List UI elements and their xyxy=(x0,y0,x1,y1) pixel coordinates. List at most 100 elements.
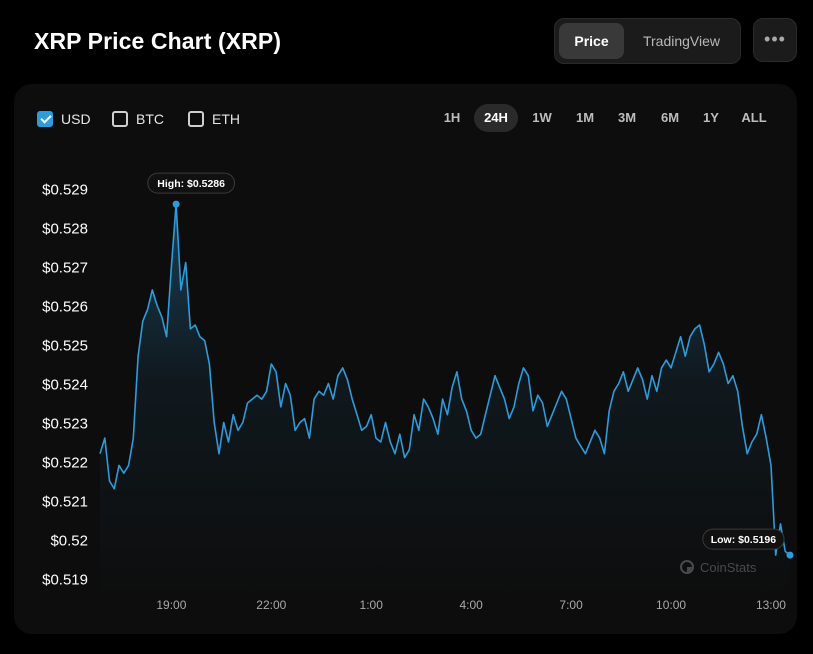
data-point xyxy=(232,414,234,416)
watermark: CoinStats xyxy=(680,558,756,576)
range-3m[interactable]: 3M xyxy=(617,110,637,125)
data-point xyxy=(732,375,734,377)
data-point xyxy=(518,383,520,385)
data-point xyxy=(152,289,154,291)
high-label: High: $0.5286 xyxy=(157,178,225,190)
x-tick-label: 13:00 xyxy=(756,598,786,612)
data-point xyxy=(223,422,225,424)
range-1w[interactable]: 1W xyxy=(532,110,552,125)
x-tick-label: 10:00 xyxy=(656,598,686,612)
data-point xyxy=(370,414,372,416)
data-point xyxy=(389,441,391,443)
data-point xyxy=(304,418,306,420)
y-tick-label: $0.525 xyxy=(42,338,88,355)
data-point xyxy=(556,402,558,404)
more-options-icon[interactable]: ••• xyxy=(753,18,797,62)
x-tick-label: 19:00 xyxy=(156,598,186,612)
data-point xyxy=(575,437,577,439)
data-point xyxy=(380,441,382,443)
data-point xyxy=(670,367,672,369)
range-6m[interactable]: 6M xyxy=(660,110,680,125)
annotations: High: $0.5286 Low: $0.5196 xyxy=(147,172,794,559)
data-point xyxy=(123,472,125,474)
data-point xyxy=(589,441,591,443)
low-label: Low: $0.5196 xyxy=(711,534,777,546)
data-point xyxy=(665,359,667,361)
data-point xyxy=(366,426,368,428)
data-point xyxy=(271,363,273,365)
data-point xyxy=(537,394,539,396)
currency-eth-toggle[interactable]: ETH xyxy=(188,110,240,128)
data-point xyxy=(142,320,144,322)
data-point xyxy=(285,383,287,385)
tab-price[interactable]: Price xyxy=(559,23,624,59)
data-point xyxy=(323,394,325,396)
data-point xyxy=(704,344,706,346)
data-point xyxy=(623,371,625,373)
price-line xyxy=(99,203,791,556)
data-point xyxy=(332,398,334,400)
data-point xyxy=(118,465,120,467)
range-1h[interactable]: 1H xyxy=(443,110,461,125)
data-point xyxy=(680,336,682,338)
data-point xyxy=(251,398,253,400)
data-point xyxy=(451,387,453,389)
data-point xyxy=(470,430,472,432)
data-point xyxy=(618,383,620,385)
data-point xyxy=(294,430,296,432)
data-point xyxy=(342,367,344,369)
x-tick-label: 4:00 xyxy=(459,598,483,612)
data-point xyxy=(642,379,644,381)
checkbox-checked-icon[interactable] xyxy=(37,111,53,127)
y-tick-label: $0.521 xyxy=(42,494,88,511)
data-point xyxy=(499,387,501,389)
data-point xyxy=(199,336,201,338)
x-tick-label: 7:00 xyxy=(559,598,583,612)
data-point xyxy=(290,394,292,396)
data-point xyxy=(394,453,396,455)
range-1y[interactable]: 1Y xyxy=(703,110,719,125)
checkbox-icon[interactable] xyxy=(188,111,204,127)
data-point xyxy=(523,367,525,369)
y-tick-label: $0.529 xyxy=(42,182,88,199)
data-point xyxy=(685,355,687,357)
data-point xyxy=(128,465,130,467)
y-tick-label: $0.524 xyxy=(42,377,88,394)
data-point xyxy=(656,391,658,393)
data-point xyxy=(213,422,215,424)
data-point xyxy=(361,430,363,432)
data-point xyxy=(156,305,158,307)
data-point xyxy=(646,398,648,400)
range-24h[interactable]: 24H xyxy=(474,104,518,132)
data-point xyxy=(594,430,596,432)
data-point xyxy=(475,437,477,439)
y-tick-label: $0.527 xyxy=(42,260,88,277)
data-point xyxy=(99,453,101,455)
range-all[interactable]: ALL xyxy=(741,110,767,125)
low-marker xyxy=(786,551,794,559)
currency-btc-toggle[interactable]: BTC xyxy=(112,110,164,128)
data-point xyxy=(351,398,353,400)
data-point xyxy=(494,375,496,377)
data-point xyxy=(328,383,330,385)
data-point xyxy=(480,433,482,435)
data-point xyxy=(746,453,748,455)
data-point xyxy=(608,410,610,412)
data-point xyxy=(784,550,786,552)
data-point xyxy=(113,488,115,490)
data-point xyxy=(209,363,211,365)
range-1m[interactable]: 1M xyxy=(575,110,595,125)
data-point xyxy=(161,316,163,318)
data-point xyxy=(428,406,430,408)
tab-tradingview[interactable]: TradingView xyxy=(642,33,721,49)
data-point xyxy=(228,441,230,443)
data-point xyxy=(218,453,220,455)
data-point xyxy=(727,383,729,385)
currency-usd-toggle[interactable]: USD xyxy=(37,110,91,128)
data-point xyxy=(542,402,544,404)
data-point xyxy=(723,363,725,365)
data-point xyxy=(237,430,239,432)
data-point xyxy=(513,406,515,408)
checkbox-icon[interactable] xyxy=(112,111,128,127)
data-point xyxy=(266,391,268,393)
